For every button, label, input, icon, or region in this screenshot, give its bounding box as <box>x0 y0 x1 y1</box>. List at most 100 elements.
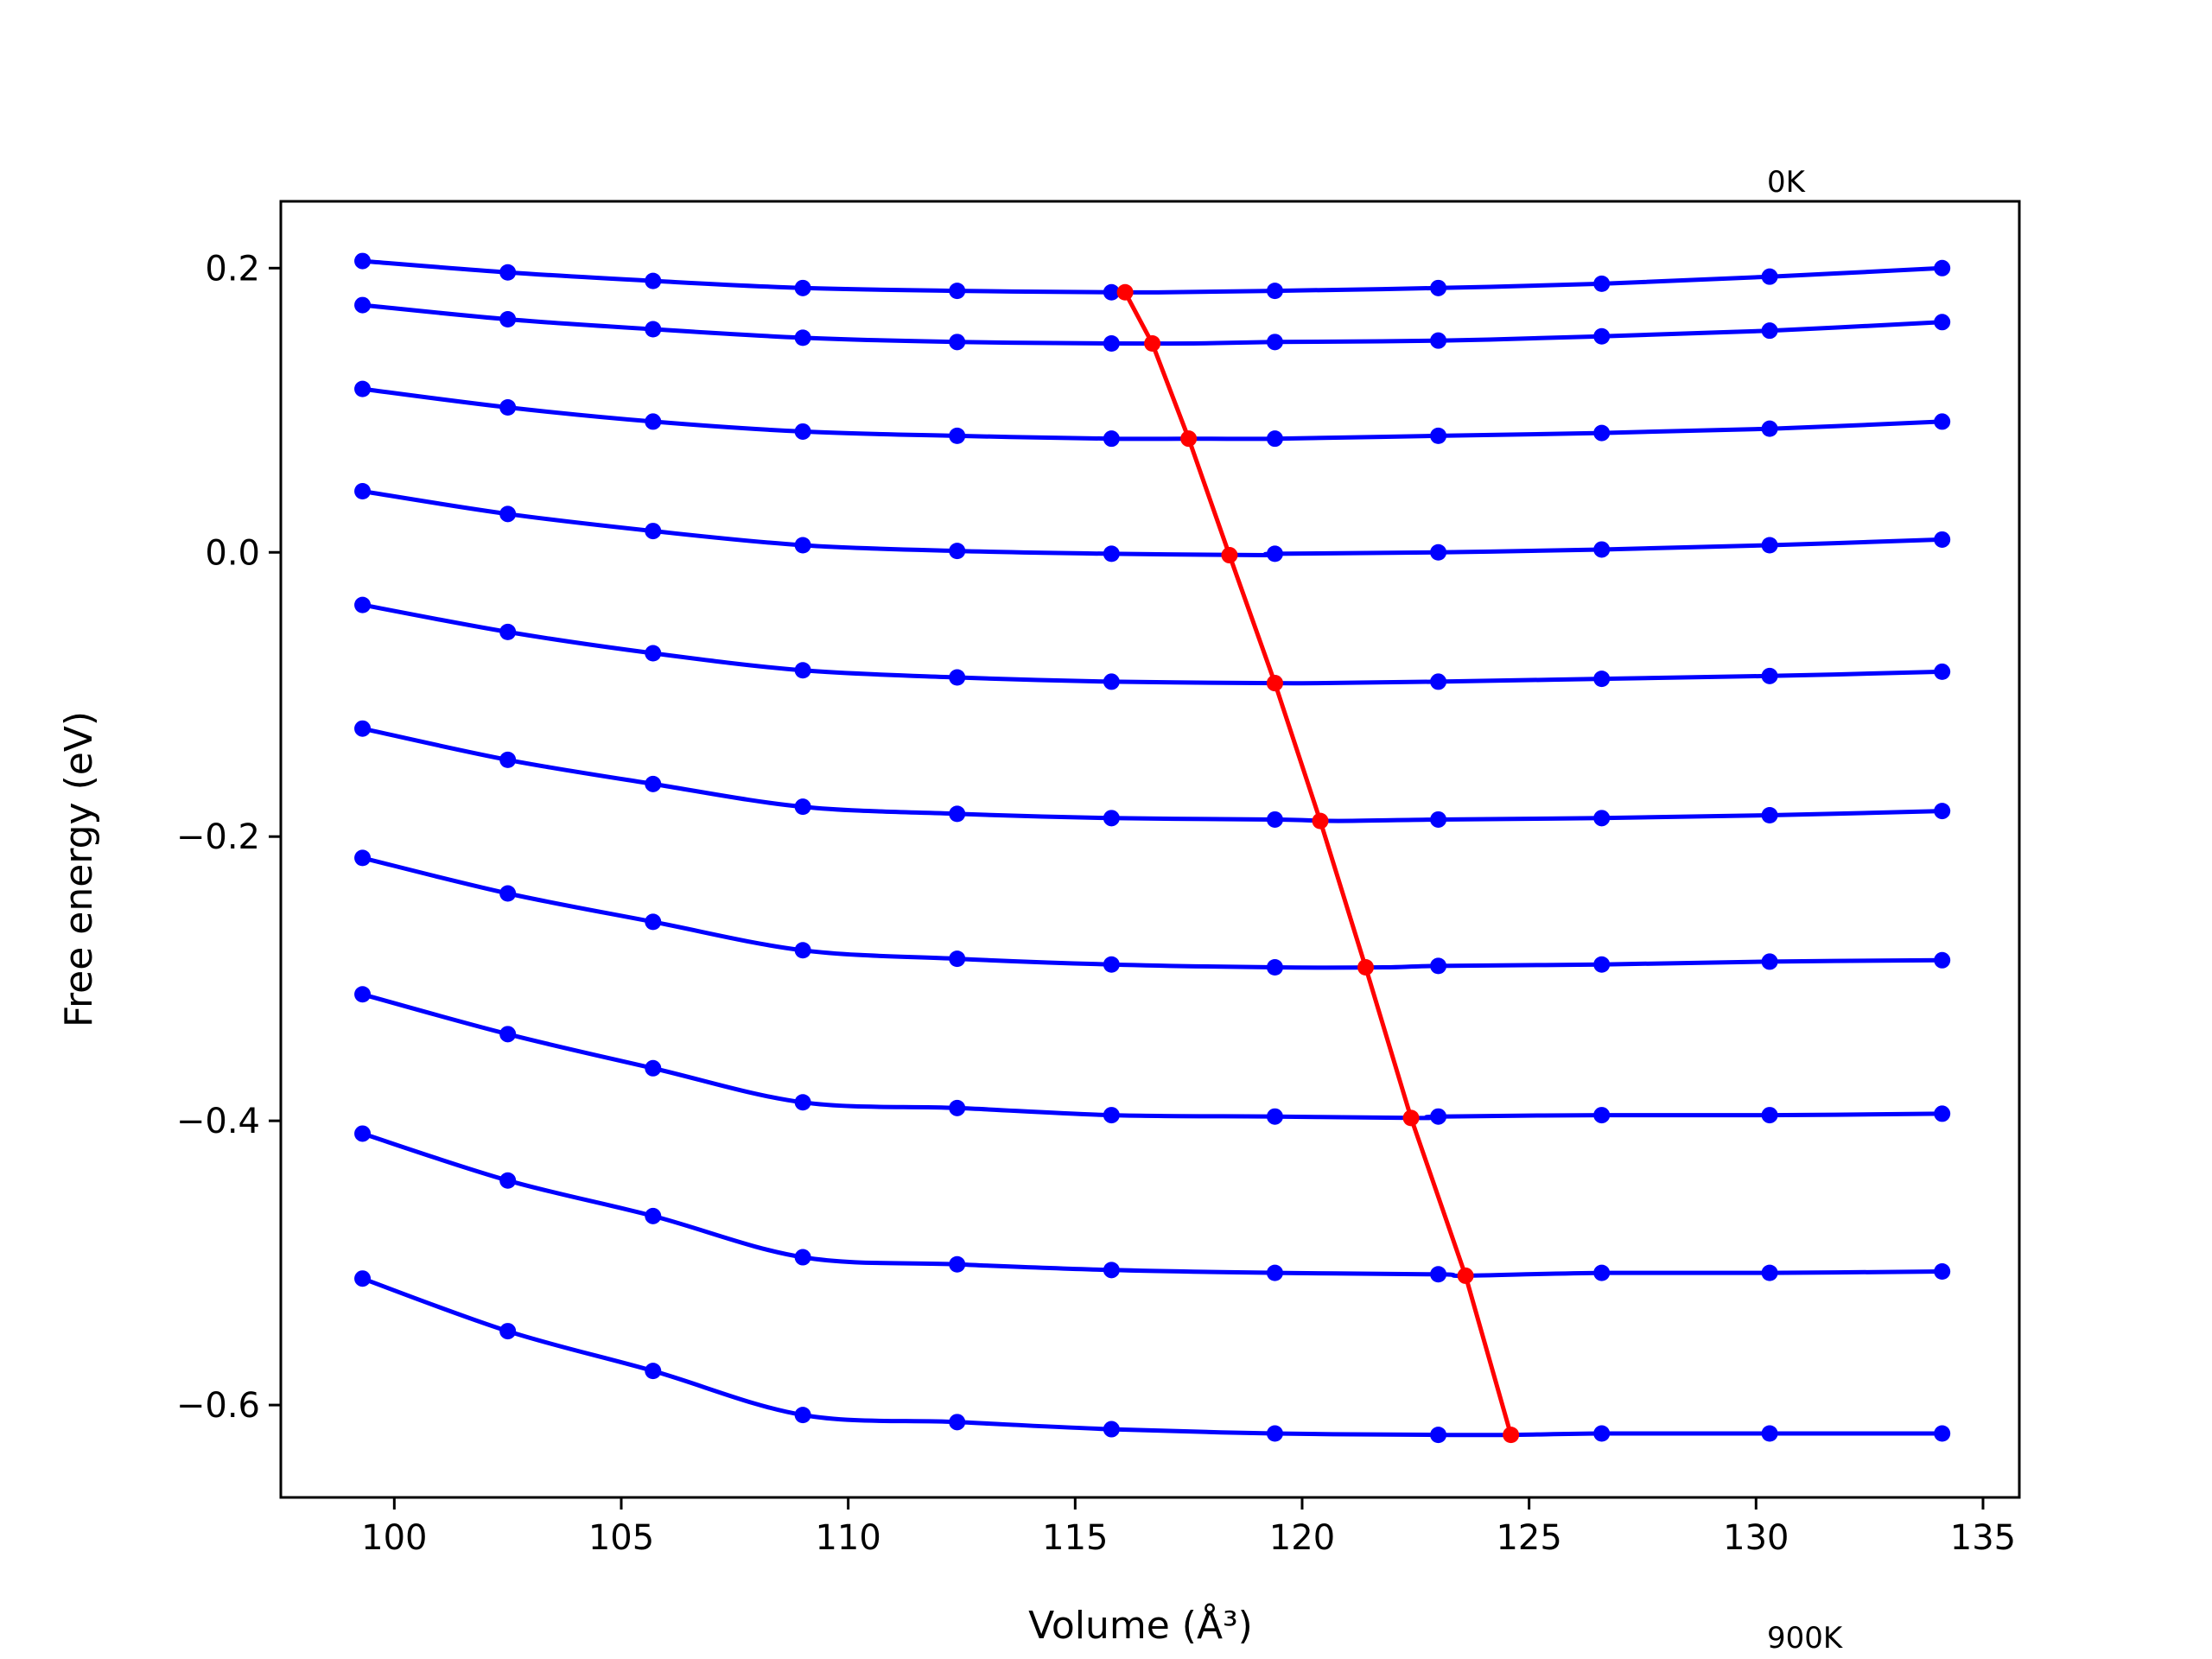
data-point <box>794 423 811 440</box>
y-tick-label: −0.6 <box>176 1386 260 1426</box>
data-point <box>1761 1425 1778 1442</box>
data-point <box>1266 334 1283 351</box>
data-point <box>1761 268 1778 285</box>
data-point <box>1761 807 1778 824</box>
data-point <box>354 986 372 1003</box>
data-point <box>1103 956 1120 973</box>
x-axis-label: Volume (Å³) <box>1028 1602 1253 1648</box>
minimum-point <box>1457 1267 1474 1284</box>
fit-curve-4 <box>362 602 1942 686</box>
data-point <box>794 942 811 959</box>
data-point <box>1266 283 1283 300</box>
fit-curves <box>361 258 1942 1438</box>
minimum-point <box>1312 812 1329 830</box>
fit-curve-0 <box>362 258 1942 295</box>
data-point <box>645 1059 662 1077</box>
x-tick-label: 120 <box>1269 1518 1335 1558</box>
x-tick-label: 100 <box>361 1518 427 1558</box>
data-point <box>1934 259 1951 276</box>
data-point <box>645 413 662 430</box>
data-point <box>354 596 372 613</box>
data-point <box>949 543 966 560</box>
data-point <box>1430 1427 1447 1444</box>
data-point <box>1266 430 1283 448</box>
minimum-point <box>1402 1109 1420 1127</box>
minimum-point <box>1116 283 1134 301</box>
data-point <box>1593 956 1611 973</box>
data-point <box>1266 959 1283 976</box>
data-point <box>1593 424 1611 442</box>
x-tick-label: 130 <box>1723 1518 1789 1558</box>
minimum-point <box>1266 675 1283 692</box>
y-axis-ticks: −0.6 −0.4 −0.2 0.0 0.2 <box>176 249 281 1426</box>
data-point <box>1103 334 1120 352</box>
fit-curve-3 <box>362 489 1942 557</box>
data-point <box>1934 951 1951 969</box>
data-point <box>645 775 662 792</box>
data-point <box>1103 283 1120 301</box>
x-axis-ticks: 100 105 110 115 120 125 130 135 <box>361 1497 2016 1558</box>
data-point <box>499 1026 517 1043</box>
fit-curve-7 <box>361 992 1942 1121</box>
data-point <box>949 1414 966 1431</box>
data-point <box>949 1255 966 1273</box>
data-point <box>794 537 811 554</box>
y-axis-label: Free energy (eV) <box>57 711 101 1027</box>
data-point <box>1761 537 1778 554</box>
data-point <box>645 1207 662 1224</box>
data-point <box>1593 810 1611 827</box>
data-point <box>949 805 966 823</box>
data-point <box>1761 1107 1778 1124</box>
data-point <box>949 950 966 968</box>
data-point <box>1761 667 1778 684</box>
data-point <box>949 334 966 351</box>
data-point <box>1266 1264 1283 1281</box>
minimum-point <box>1221 547 1238 564</box>
data-point <box>1103 810 1120 827</box>
data-point <box>1934 531 1951 548</box>
data-point <box>354 296 372 314</box>
data-point <box>1430 957 1447 975</box>
data-point <box>499 885 517 902</box>
data-point <box>1934 1105 1951 1122</box>
data-point <box>1266 1425 1283 1442</box>
plot-frame <box>279 200 2021 1499</box>
data-point <box>354 1270 372 1287</box>
minimum-point <box>1144 334 1161 352</box>
data-point <box>1593 1425 1611 1442</box>
data-point <box>1934 1262 1951 1280</box>
data-point <box>499 505 517 523</box>
data-point <box>949 427 966 444</box>
data-point <box>1593 275 1611 292</box>
data-point <box>1934 314 1951 331</box>
x-tick-label: 135 <box>1950 1518 2016 1558</box>
data-point <box>645 1363 662 1380</box>
data-point <box>354 380 372 397</box>
data-point <box>1593 671 1611 688</box>
data-point <box>354 1125 372 1142</box>
data-point <box>949 1099 966 1116</box>
data-point <box>794 798 811 816</box>
data-point <box>794 279 811 296</box>
y-tick-label: 0.2 <box>205 249 260 289</box>
fit-curve-8 <box>361 1131 1942 1278</box>
data-point <box>354 849 372 867</box>
data-point <box>1761 420 1778 437</box>
data-point <box>499 264 517 281</box>
data-point <box>794 1249 811 1266</box>
data-point <box>1103 1421 1120 1438</box>
y-tick-label: 0.0 <box>205 533 260 573</box>
data-point <box>645 645 662 662</box>
data-point <box>1430 279 1447 296</box>
data-point <box>645 913 662 931</box>
data-point <box>1266 545 1283 563</box>
data-point <box>1934 1425 1951 1442</box>
data-point <box>1593 327 1611 345</box>
data-point <box>1430 673 1447 690</box>
data-point <box>645 321 662 338</box>
data-point <box>645 523 662 540</box>
data-point <box>1103 1107 1120 1124</box>
data-point <box>645 272 662 289</box>
data-point <box>499 1323 517 1340</box>
